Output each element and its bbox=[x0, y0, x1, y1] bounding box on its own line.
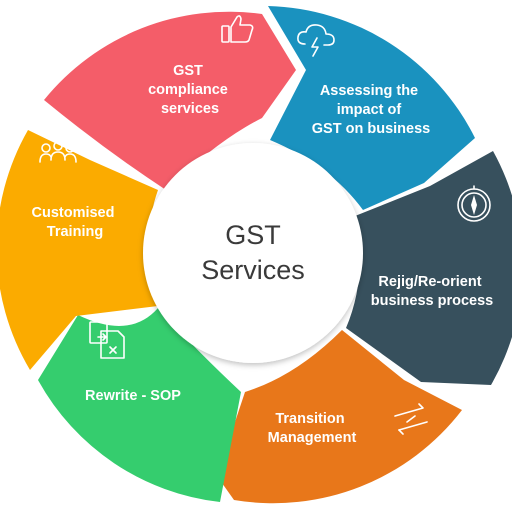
label-line: Customised bbox=[31, 205, 114, 221]
label-gst-compliance: GST compliance services bbox=[148, 63, 232, 117]
segment-customised-training bbox=[0, 130, 158, 370]
label-line: Transition bbox=[275, 411, 344, 427]
label-line: services bbox=[161, 101, 219, 117]
document-copy-icon bbox=[89, 321, 125, 359]
label-line: Management bbox=[268, 430, 357, 446]
label-assessing-impact: Assessing the impact of GST on business bbox=[312, 83, 430, 137]
label-line: Rewrite - SOP bbox=[85, 388, 181, 404]
label-customised-training: Customised Training bbox=[31, 205, 118, 240]
center-circle bbox=[143, 143, 363, 363]
cloud-lightning-icon bbox=[297, 24, 335, 57]
label-transition-management: Transition Management bbox=[268, 411, 357, 446]
label-rewrite-sop: Rewrite - SOP bbox=[85, 388, 181, 404]
center-title-line1: GST bbox=[225, 220, 281, 250]
label-line: GST on business bbox=[312, 121, 430, 137]
label-line: impact of bbox=[337, 102, 402, 118]
segment-gst-compliance bbox=[44, 11, 296, 190]
transfer-arrows-icon bbox=[394, 403, 428, 435]
label-line: GST bbox=[173, 63, 203, 79]
segment-rewrite-sop bbox=[38, 308, 241, 502]
compass-icon bbox=[457, 185, 491, 222]
label-line: Training bbox=[47, 224, 103, 240]
segment-assessing-impact bbox=[268, 6, 475, 210]
label-line: Rejig/Re-orient bbox=[378, 274, 481, 290]
label-line: compliance bbox=[148, 82, 228, 98]
thumbs-up-icon bbox=[221, 15, 254, 43]
segment-transition-management bbox=[217, 330, 462, 504]
people-group-icon bbox=[39, 141, 77, 163]
center-title-line2: Services bbox=[201, 255, 305, 285]
segment-rejig-process bbox=[346, 151, 512, 385]
label-line: Assessing the bbox=[320, 83, 418, 99]
label-line: business process bbox=[371, 293, 494, 309]
label-rejig-process: Rejig/Re-orient business process bbox=[371, 274, 494, 309]
